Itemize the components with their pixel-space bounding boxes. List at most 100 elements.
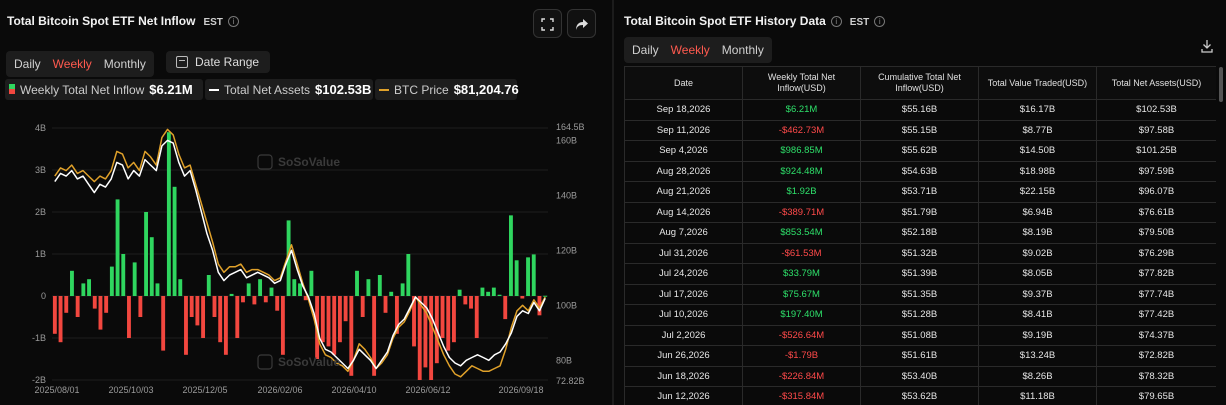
legend-btc-label: BTC Price: [394, 83, 449, 97]
table-body: Sep 18,2026 $6.21M $55.16B $16.17B $102.53B S…: [624, 99, 1216, 405]
cell-value-traded: $16.17B: [978, 99, 1097, 121]
table-row[interactable]: Jun 18,2026 -$226.84M $53.40B $8.26B $78.32B: [624, 365, 1216, 387]
cell-net-assets: $76.61B: [1096, 201, 1216, 223]
y-right-tick-label: 100B: [556, 300, 577, 310]
cell-weekly-inflow: -$226.84M: [742, 365, 861, 387]
cell-value-traded: $8.19B: [978, 222, 1097, 244]
cell-date: Jul 17,2026: [624, 283, 743, 305]
cell-weekly-inflow: $986.85M: [742, 140, 861, 162]
table-row[interactable]: Sep 11,2026 -$462.73M $55.15B $8.77B $97.58B: [624, 119, 1216, 141]
cell-date: Jun 12,2026: [624, 386, 743, 405]
watermark-text: SoSoValue: [278, 355, 340, 369]
inflow-bar-positive: [298, 283, 302, 296]
cell-value-traded: $8.26B: [978, 365, 1097, 387]
inflow-bar-positive: [366, 279, 371, 296]
cell-cumulative-inflow: $55.16B: [860, 99, 979, 121]
cell-weekly-inflow: -$462.73M: [742, 119, 861, 141]
cell-cumulative-inflow: $51.28B: [860, 304, 979, 326]
cell-net-assets: $97.58B: [1096, 119, 1216, 141]
net-inflow-chart[interactable]: 4B 3B 2B 1B 0 -1B -2B 164.5B 160B 140B 120B 100B 80B…: [0, 118, 612, 405]
table-row[interactable]: Jul 31,2026 -$61.53M $51.32B $9.02B $76.29B: [624, 242, 1216, 264]
inflow-bar-positive: [121, 254, 126, 296]
legend-btc-value: $81,204.76: [453, 82, 519, 97]
inflow-bar-negative: [58, 296, 63, 343]
inflow-bar-positive: [309, 270, 314, 296]
timezone-label: EST: [849, 17, 870, 28]
history-tab-monthly[interactable]: Monthly: [721, 43, 764, 57]
chart-tab-daily[interactable]: Daily: [14, 57, 41, 71]
y-left-tick-label: 3B: [35, 165, 46, 175]
inflow-bar-negative: [52, 296, 57, 334]
inflow-bar-positive: [258, 279, 263, 296]
cell-cumulative-inflow: $51.35B: [860, 283, 979, 305]
table-row[interactable]: Aug 14,2026 -$389.71M $51.79B $6.94B $76.61B: [624, 201, 1216, 223]
cell-value-traded: $6.94B: [978, 201, 1097, 223]
table-row[interactable]: Aug 28,2026 $924.48M $54.63B $18.98B $97.59B: [624, 160, 1216, 182]
cell-value-traded: $13.24B: [978, 345, 1097, 367]
history-tab-daily[interactable]: Daily: [632, 43, 659, 57]
download-icon[interactable]: [1201, 39, 1213, 53]
table-row[interactable]: Jul 10,2026 $197.40M $51.28B $8.41B $77.42B: [624, 304, 1216, 326]
chart-tab-weekly[interactable]: Weekly: [52, 57, 92, 71]
inflow-bar-negative: [440, 296, 445, 338]
legend-inflow[interactable]: Weekly Total Net Inflow $6.21M: [5, 79, 203, 100]
legend-btc[interactable]: BTC Price $81,204.76: [375, 79, 519, 100]
inflow-bar-positive: [132, 262, 137, 296]
history-tab-weekly[interactable]: Weekly: [670, 43, 710, 57]
table-row[interactable]: Aug 7,2026 $853.54M $52.18B $8.19B $79.50B: [624, 222, 1216, 244]
table-row[interactable]: Jul 17,2026 $75.67M $51.35B $9.37B $77.74B: [624, 283, 1216, 305]
inflow-bar-negative: [201, 296, 206, 338]
column-header-value-traded[interactable]: Total Value Traded(USD): [978, 66, 1097, 100]
column-header-date[interactable]: Date: [624, 66, 743, 100]
cell-cumulative-inflow: $52.18B: [860, 222, 979, 244]
table-row[interactable]: Jun 12,2026 -$315.84M $53.62B $11.18B $79.65…: [624, 386, 1216, 405]
inflow-bar-negative: [138, 296, 143, 317]
fullscreen-button[interactable]: [533, 9, 562, 38]
cell-net-assets: $76.29B: [1096, 242, 1216, 264]
date-range-button[interactable]: Date Range: [166, 51, 270, 73]
inflow-bar-positive: [149, 237, 154, 296]
inflow-bar-negative: [218, 296, 223, 343]
y-right-tick-label: 72.82B: [556, 376, 585, 386]
inflow-bar-negative: [343, 296, 348, 322]
inflow-bar-negative: [451, 296, 456, 343]
table-row[interactable]: Sep 4,2026 $986.85M $55.62B $14.50B $101.25B: [624, 140, 1216, 162]
column-header-net-assets[interactable]: Total Net Assets(USD): [1096, 66, 1216, 100]
info-icon[interactable]: i: [830, 16, 842, 27]
net-assets-line: [54, 139, 546, 370]
watermark-text: SoSoValue: [278, 155, 340, 169]
inflow-bar-negative: [184, 296, 188, 355]
inflow-bar-negative: [349, 296, 354, 376]
cell-net-assets: $77.82B: [1096, 263, 1216, 285]
table-row[interactable]: Sep 18,2026 $6.21M $55.16B $16.17B $102.53B: [624, 99, 1216, 121]
table-scrollbar[interactable]: [1219, 67, 1223, 102]
cell-weekly-inflow: -$315.84M: [742, 386, 861, 405]
cell-value-traded: $8.77B: [978, 119, 1097, 141]
share-button[interactable]: [567, 9, 596, 38]
inflow-bar-negative: [463, 296, 468, 305]
history-table-container[interactable]: Date Weekly Total Net Inflow(USD) Cumula…: [624, 66, 1216, 405]
cell-cumulative-inflow: $51.61B: [860, 345, 979, 367]
info-icon[interactable]: i: [874, 16, 886, 27]
column-header-weekly-inflow[interactable]: Weekly Total Net Inflow(USD): [742, 66, 861, 100]
info-icon[interactable]: i: [227, 16, 239, 27]
inflow-bar-positive: [480, 287, 485, 296]
table-row[interactable]: Aug 21,2026 $1.92B $53.71B $22.15B $96.07B: [624, 181, 1216, 203]
chart-tab-monthly[interactable]: Monthly: [103, 57, 146, 71]
column-header-cumulative-inflow[interactable]: Cumulative Total Net Inflow(USD): [860, 66, 979, 100]
cell-cumulative-inflow: $53.62B: [860, 386, 979, 405]
table-row[interactable]: Jul 2,2026 -$526.64M $51.08B $9.19B $74.37B: [624, 324, 1216, 346]
legend-assets[interactable]: Total Net Assets $102.53B: [205, 79, 373, 100]
cell-weekly-inflow: $853.54M: [742, 222, 861, 244]
inflow-bar-positive: [406, 254, 411, 296]
cell-net-assets: $102.53B: [1096, 99, 1216, 121]
legend-assets-value: $102.53B: [315, 82, 372, 97]
inflow-bar-negative: [429, 296, 434, 380]
share-icon: [575, 19, 588, 30]
inflow-bar-negative: [326, 296, 331, 347]
inflow-bar-negative: [161, 296, 166, 351]
table-row[interactable]: Jul 24,2026 $33.79M $51.39B $8.05B $77.82B: [624, 263, 1216, 285]
table-row[interactable]: Jun 26,2026 -$1.79B $51.61B $13.24B $72.82B: [624, 345, 1216, 367]
inflow-bar-negative: [537, 296, 542, 316]
y-right-tick-label: 120B: [556, 245, 577, 255]
